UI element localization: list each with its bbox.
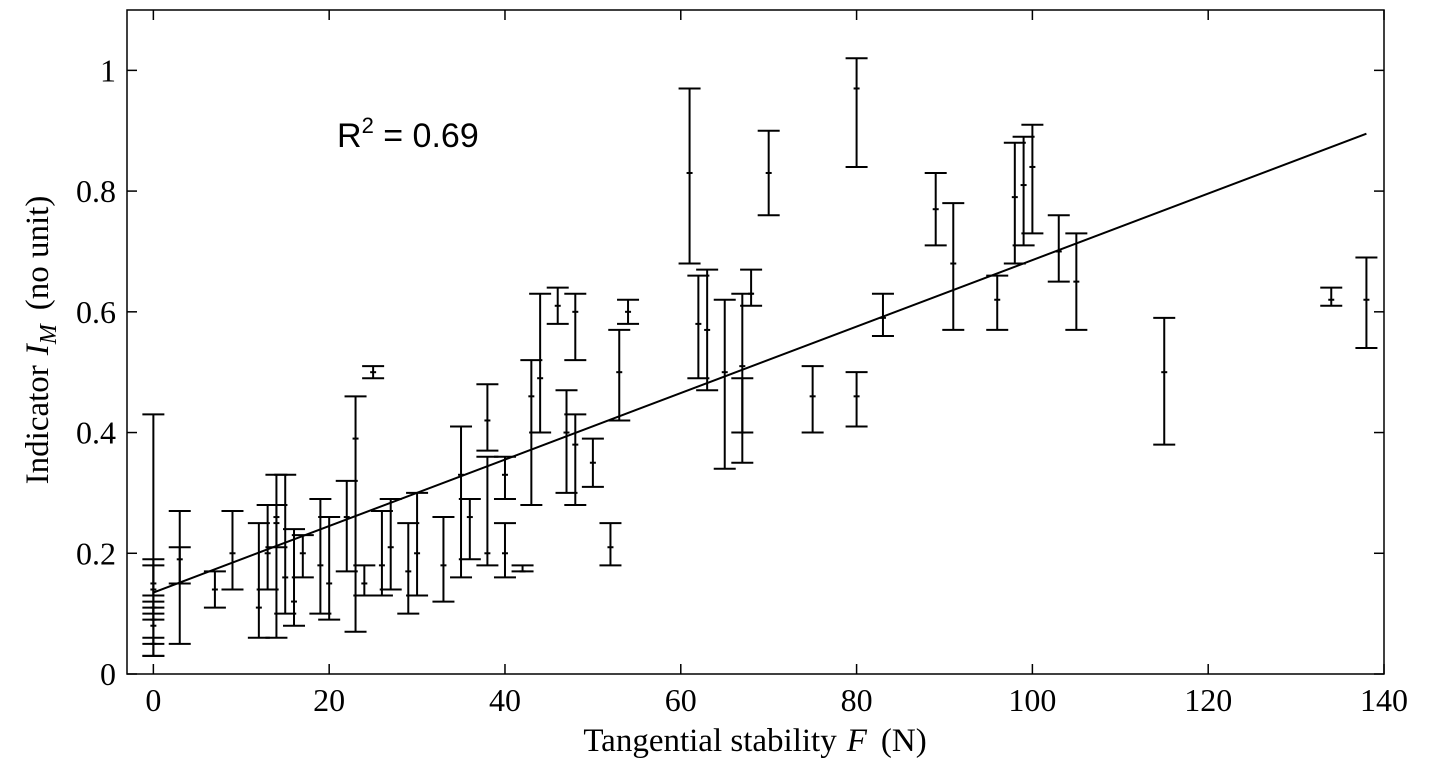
data-point-25 xyxy=(397,522,420,615)
data-point-10 xyxy=(247,522,270,639)
data-point-41 xyxy=(581,437,604,488)
data-point-52 xyxy=(757,129,780,217)
data-point-7 xyxy=(168,546,191,585)
y-tick-label-3: 0.6 xyxy=(76,294,116,330)
data-point-24 xyxy=(379,497,402,591)
data-point-20 xyxy=(344,395,367,633)
data-point-55 xyxy=(845,371,868,428)
data-point-34 xyxy=(511,564,534,573)
data-point-45 xyxy=(678,87,701,265)
data-point-56 xyxy=(871,292,894,337)
data-point-57 xyxy=(924,171,947,247)
errorbars-group xyxy=(142,57,1378,657)
x-tick-label-1: 20 xyxy=(313,682,345,718)
y-tick-label-0: 0 xyxy=(100,656,116,692)
data-point-43 xyxy=(608,328,631,422)
data-point-53 xyxy=(801,365,824,434)
data-point-58 xyxy=(942,202,965,331)
y-axis-title-prefix: Indicator xyxy=(20,365,56,484)
data-point-64 xyxy=(1065,232,1088,331)
data-point-50 xyxy=(731,377,754,434)
data-point-67 xyxy=(1355,256,1378,350)
data-point-38 xyxy=(555,389,578,494)
data-point-37 xyxy=(546,286,569,325)
x-tick-label-0: 0 xyxy=(145,682,161,718)
x-tick-label-3: 60 xyxy=(665,682,697,718)
x-tick-label-4: 80 xyxy=(841,682,873,718)
x-axis-title-prefix: Tangential stability xyxy=(583,723,837,759)
data-point-5 xyxy=(142,600,165,621)
x-axis-title-symbol: F xyxy=(846,723,868,759)
y-tick-label-2: 0.4 xyxy=(76,415,116,451)
data-point-29 xyxy=(458,497,481,561)
data-point-18 xyxy=(318,516,341,621)
data-point-33 xyxy=(493,522,516,579)
data-point-65 xyxy=(1153,316,1176,446)
data-point-26 xyxy=(406,491,429,597)
data-point-19 xyxy=(335,479,358,573)
x-tick-label-6: 120 xyxy=(1184,682,1232,718)
data-point-36 xyxy=(529,292,552,434)
y-tick-label-5: 1 xyxy=(100,52,116,88)
data-point-66 xyxy=(1320,286,1343,307)
data-point-42 xyxy=(599,522,622,567)
y-tick-label-1: 0.2 xyxy=(76,535,116,571)
y-axis-title-subscript: M xyxy=(36,322,62,345)
y-tick-label-4: 0.8 xyxy=(76,173,116,209)
r-squared-sup: 2 xyxy=(362,113,374,138)
data-point-31 xyxy=(476,383,499,452)
r-squared-annotation: R2 = 0.69 xyxy=(337,113,479,155)
data-point-47 xyxy=(696,268,719,392)
data-point-21 xyxy=(353,564,376,597)
data-point-9 xyxy=(221,510,244,591)
x-tick-label-7: 140 xyxy=(1360,682,1408,718)
y-axis-title-symbol: I xyxy=(20,342,56,356)
data-point-4 xyxy=(142,564,165,597)
data-point-30 xyxy=(476,455,499,567)
data-point-17 xyxy=(309,497,332,615)
data-point-61 xyxy=(1012,135,1035,247)
data-point-27 xyxy=(432,516,455,603)
data-point-39 xyxy=(564,413,587,506)
data-point-23 xyxy=(370,510,393,597)
x-axis-title: Tangential stability F (N) xyxy=(583,723,926,759)
y-axis-title: Indicator IM (no unit) xyxy=(20,196,62,485)
data-point-40 xyxy=(564,292,587,362)
r-squared-base: R xyxy=(337,117,362,155)
data-point-14 xyxy=(274,473,297,615)
r-squared-rest: = 0.69 xyxy=(374,117,479,155)
data-point-46 xyxy=(687,274,710,380)
data-point-28 xyxy=(450,425,473,579)
data-point-48 xyxy=(713,298,736,470)
ticks-group: 0 20 40 60 80 100 120 140 0 0.2 0.4 0.6 0.8 1 xyxy=(76,10,1408,718)
data-point-22 xyxy=(362,365,385,380)
x-axis-title-unit: (N) xyxy=(881,723,927,759)
data-point-59 xyxy=(986,274,1009,331)
data-point-16 xyxy=(291,534,314,579)
y-axis-title-unit: (no unit) xyxy=(20,196,56,311)
data-point-62 xyxy=(1021,123,1044,235)
x-tick-label-2: 40 xyxy=(489,682,521,718)
plot-frame xyxy=(126,9,1385,675)
data-point-63 xyxy=(1047,214,1070,283)
x-tick-label-5: 100 xyxy=(1008,682,1056,718)
data-point-51 xyxy=(740,268,763,307)
fit-line xyxy=(153,132,1367,594)
data-point-44 xyxy=(617,298,640,325)
data-point-60 xyxy=(1003,141,1026,265)
data-point-54 xyxy=(845,57,868,168)
